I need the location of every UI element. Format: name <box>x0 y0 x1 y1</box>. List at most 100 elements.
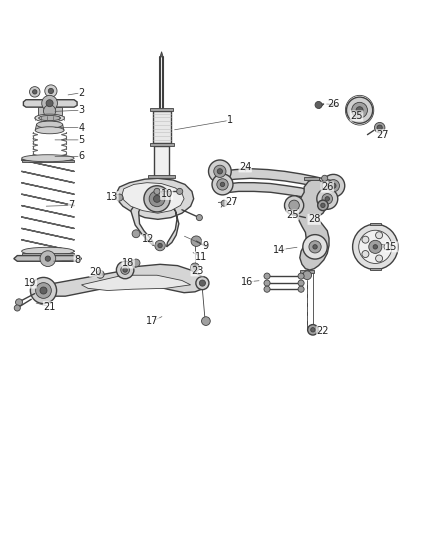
Polygon shape <box>81 275 191 290</box>
Circle shape <box>384 244 391 251</box>
Circle shape <box>40 251 56 266</box>
Text: 8: 8 <box>74 255 80 265</box>
Text: 10: 10 <box>160 189 173 199</box>
Circle shape <box>289 200 299 211</box>
Circle shape <box>158 244 162 248</box>
Polygon shape <box>166 206 179 247</box>
Text: 5: 5 <box>78 135 85 145</box>
Polygon shape <box>21 160 74 161</box>
Circle shape <box>40 287 47 294</box>
Text: 26: 26 <box>321 182 333 192</box>
Circle shape <box>303 271 311 280</box>
Circle shape <box>315 101 322 108</box>
Text: 7: 7 <box>68 200 74 211</box>
Polygon shape <box>153 111 170 143</box>
Circle shape <box>45 85 57 97</box>
Text: 22: 22 <box>317 326 329 336</box>
Text: 2: 2 <box>78 88 85 98</box>
Polygon shape <box>23 100 77 107</box>
Circle shape <box>193 265 197 269</box>
Circle shape <box>377 125 382 130</box>
Circle shape <box>116 194 123 201</box>
Polygon shape <box>38 107 62 115</box>
Polygon shape <box>117 179 194 220</box>
Circle shape <box>376 255 382 262</box>
Circle shape <box>96 270 104 278</box>
Ellipse shape <box>36 121 63 128</box>
Circle shape <box>317 188 338 209</box>
Circle shape <box>369 240 382 253</box>
Circle shape <box>264 286 270 292</box>
Circle shape <box>201 317 210 326</box>
Circle shape <box>321 175 328 181</box>
Text: 16: 16 <box>241 277 254 287</box>
Text: 28: 28 <box>308 214 320 224</box>
Circle shape <box>217 179 228 190</box>
Circle shape <box>48 88 53 94</box>
Circle shape <box>29 87 40 97</box>
Circle shape <box>303 235 327 259</box>
Circle shape <box>325 197 329 201</box>
Ellipse shape <box>21 155 74 161</box>
Polygon shape <box>220 169 333 190</box>
Text: 19: 19 <box>24 278 36 288</box>
Circle shape <box>322 193 332 204</box>
Circle shape <box>155 240 165 251</box>
Circle shape <box>264 280 270 286</box>
Circle shape <box>191 236 201 246</box>
Text: 25: 25 <box>286 210 299 220</box>
Circle shape <box>32 90 37 94</box>
Circle shape <box>123 268 127 272</box>
Circle shape <box>45 256 50 261</box>
Circle shape <box>264 273 270 279</box>
Text: 20: 20 <box>90 266 102 277</box>
Circle shape <box>212 174 233 195</box>
Polygon shape <box>154 146 169 177</box>
Text: 3: 3 <box>78 105 85 115</box>
Circle shape <box>331 183 336 188</box>
Circle shape <box>307 325 318 335</box>
Circle shape <box>298 286 304 292</box>
Polygon shape <box>223 183 327 203</box>
Circle shape <box>149 191 165 207</box>
Text: 11: 11 <box>194 252 207 262</box>
Polygon shape <box>150 143 173 146</box>
Circle shape <box>322 174 345 197</box>
Circle shape <box>208 160 231 183</box>
Polygon shape <box>300 270 314 273</box>
Circle shape <box>42 95 57 111</box>
Ellipse shape <box>21 247 74 255</box>
Circle shape <box>373 245 378 249</box>
Circle shape <box>311 328 315 332</box>
Circle shape <box>14 305 20 311</box>
Circle shape <box>298 280 304 286</box>
Circle shape <box>362 251 369 257</box>
Circle shape <box>30 277 57 304</box>
Ellipse shape <box>35 114 64 122</box>
Text: 27: 27 <box>377 130 389 140</box>
Circle shape <box>121 265 130 274</box>
Circle shape <box>35 282 51 298</box>
Circle shape <box>99 272 102 276</box>
Circle shape <box>285 196 304 215</box>
Ellipse shape <box>35 127 64 134</box>
Circle shape <box>359 230 392 263</box>
Circle shape <box>132 259 140 267</box>
Circle shape <box>153 195 160 203</box>
Polygon shape <box>148 175 175 179</box>
Circle shape <box>374 123 385 133</box>
Circle shape <box>220 182 225 187</box>
Text: 27: 27 <box>225 197 237 207</box>
Circle shape <box>199 280 205 286</box>
Circle shape <box>46 100 53 107</box>
Circle shape <box>191 263 199 272</box>
Circle shape <box>154 188 160 195</box>
Circle shape <box>313 245 317 249</box>
Circle shape <box>196 277 209 289</box>
Polygon shape <box>160 52 163 57</box>
Circle shape <box>327 180 339 192</box>
Circle shape <box>221 200 227 206</box>
Polygon shape <box>43 264 208 296</box>
Circle shape <box>356 107 363 114</box>
Polygon shape <box>14 256 81 261</box>
